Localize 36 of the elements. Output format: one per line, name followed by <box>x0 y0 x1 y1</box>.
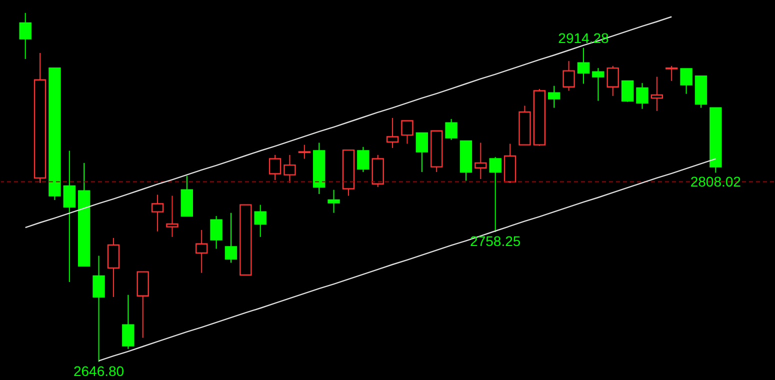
annotation: 2646.80 <box>73 362 124 379</box>
candlestick <box>298 144 311 160</box>
candlestick <box>210 215 222 250</box>
candlestick <box>92 255 105 362</box>
candlestick <box>489 156 502 233</box>
candlestick <box>650 76 664 112</box>
candlestick <box>665 65 678 82</box>
candlestick <box>268 154 282 181</box>
candlestick <box>474 142 487 180</box>
candlestick <box>122 294 134 350</box>
candlestick <box>548 85 560 108</box>
candlestick <box>636 82 648 110</box>
candlestick <box>401 120 414 144</box>
candlestick <box>562 60 575 92</box>
candlestick <box>592 68 604 102</box>
candlestick <box>357 146 370 173</box>
annotation: 2808.02 <box>690 174 742 190</box>
candlestick <box>621 80 634 102</box>
annotation: 2758.25 <box>470 233 521 250</box>
candlestick <box>577 47 590 84</box>
candlestick <box>254 204 266 238</box>
candlestick <box>606 65 619 96</box>
candlestick <box>151 194 164 232</box>
candlestick <box>328 189 340 214</box>
annotation: 2914.28 <box>558 30 609 46</box>
candlestick <box>63 150 76 282</box>
candlestick <box>107 237 120 298</box>
candlestick <box>284 154 296 184</box>
candlestick <box>166 195 178 238</box>
candlestick <box>416 132 428 173</box>
candlestick <box>224 212 238 264</box>
candlestick <box>19 12 32 60</box>
candlestick <box>445 118 458 140</box>
candlestick <box>386 117 399 148</box>
candlestick <box>680 68 692 94</box>
candlestick <box>195 229 208 274</box>
